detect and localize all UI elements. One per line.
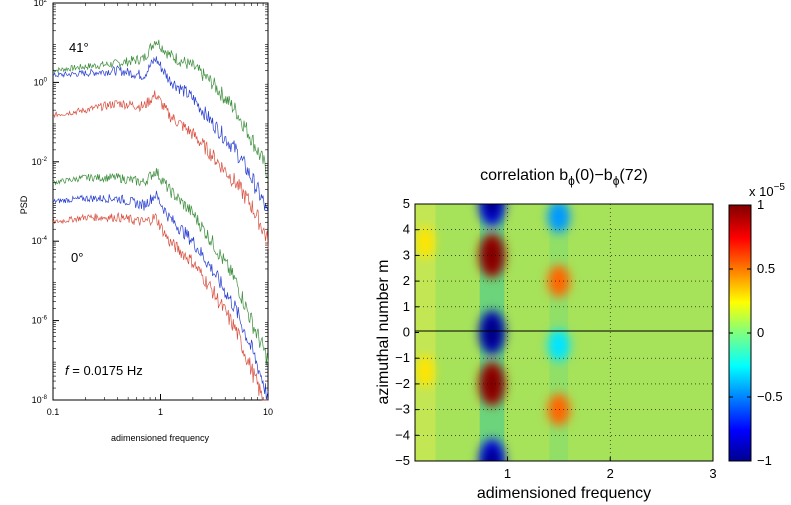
psd-y-tick-base: 10 bbox=[32, 395, 42, 405]
colorbar-tick-label: −0.5 bbox=[757, 389, 783, 404]
psd-y-tick-base: 10 bbox=[34, 77, 44, 87]
heatmap-title-sub-1: ϕ bbox=[613, 174, 620, 188]
heatmap-feature-core bbox=[484, 242, 500, 269]
psd-plot-frame bbox=[52, 2, 269, 401]
heatmap-feature bbox=[416, 226, 435, 259]
heatmap-feature bbox=[547, 329, 570, 362]
colorbar-axes: 1 0.5 0 −0.5 −1 bbox=[729, 197, 783, 468]
psd-x-tick-label: 10 bbox=[263, 407, 273, 417]
psd-y-tick-base: 10 bbox=[32, 316, 42, 326]
psd-y-tick-exp: -6 bbox=[42, 316, 48, 322]
psd-series-line bbox=[52, 39, 269, 181]
psd-series-group bbox=[52, 39, 269, 401]
heatmap-y-tick-label: 4 bbox=[403, 222, 410, 237]
heatmap-title-arg-1: (72) bbox=[619, 167, 647, 184]
psd-y-tick-label: 10-6 bbox=[32, 316, 48, 326]
heatmap-y-tick-label: 0 bbox=[403, 325, 410, 340]
heatmap-xlabel: adimensioned frequency bbox=[477, 485, 651, 502]
frequency-annotation: f = 0.0175 Hz bbox=[65, 363, 143, 378]
colorbar-multiplier: x 10−5 bbox=[749, 182, 785, 199]
psd-y-tick-base: 10 bbox=[32, 157, 42, 167]
psd-y-tick-base: 10 bbox=[34, 0, 44, 8]
heatmap-band bbox=[415, 204, 436, 461]
psd-x-tick-label: 1 bbox=[158, 407, 163, 417]
heatmap-axes: 1 2 3 5 4 3 2 1 0 −1 −2 −3 −4 −5 bbox=[395, 196, 716, 481]
heatmap-title-sub-0: ϕ bbox=[568, 174, 575, 188]
psd-y-tick-exp: -2 bbox=[42, 157, 48, 163]
colorbar-multiplier-base: x 10 bbox=[749, 184, 774, 199]
heatmap-y-tick-label: −1 bbox=[395, 350, 410, 365]
heatmap-y-tick-label: 5 bbox=[403, 196, 410, 211]
heatmap-x-tick-label: 2 bbox=[607, 466, 614, 481]
heatmap-y-tick-label: −5 bbox=[395, 453, 410, 468]
psd-y-tick-base: 10 bbox=[32, 236, 42, 246]
heatmap-feature-core bbox=[484, 447, 500, 461]
heatmap-y-tick-label: 3 bbox=[403, 247, 410, 262]
frequency-value: = 0.0175 Hz bbox=[69, 363, 143, 378]
psd-xlabel: adimensioned frequency bbox=[111, 433, 210, 443]
angle-label-0: 0° bbox=[71, 250, 83, 265]
psd-series-line bbox=[52, 211, 268, 401]
psd-y-tick-label: 102 bbox=[34, 0, 48, 8]
psd-series-line bbox=[52, 56, 269, 213]
heatmap-feature bbox=[547, 265, 570, 298]
heatmap-feature-core bbox=[484, 370, 500, 398]
heatmap-title: correlation bϕ(0)−bϕ(72) bbox=[480, 167, 648, 188]
heatmap-x-tick-label: 1 bbox=[504, 466, 511, 481]
heatmap-feature bbox=[547, 204, 570, 233]
colorbar-tick-label: −1 bbox=[757, 453, 772, 468]
heatmap-title-arg-0: (0)−b bbox=[575, 167, 613, 184]
heatmap-feature-core bbox=[484, 319, 500, 346]
heatmap-x-tick-label: 3 bbox=[709, 466, 716, 481]
psd-ylabel: PSD bbox=[19, 195, 29, 214]
psd-y-tick-exp: 2 bbox=[44, 0, 48, 4]
correlation-plot: correlation bϕ(0)−bϕ(72) 1 2 3543210−1−2−3… bbox=[375, 167, 785, 502]
colorbar-tick-label: 0.5 bbox=[757, 261, 775, 276]
psd-x-tick-label: 0.1 bbox=[47, 407, 60, 417]
heatmap-image bbox=[415, 204, 713, 461]
heatmap-ylabel: azimuthal number m bbox=[375, 260, 392, 405]
heatmap-y-tick-label: −4 bbox=[395, 427, 410, 442]
psd-y-tick-label: 10-8 bbox=[32, 395, 48, 405]
heatmap-y-tick-label: −2 bbox=[395, 376, 410, 391]
heatmap-feature-core bbox=[484, 204, 500, 218]
heatmap-grid bbox=[415, 204, 713, 461]
psd-y-tick-label: 10-2 bbox=[32, 157, 48, 167]
heatmap-y-tick-label: 2 bbox=[403, 273, 410, 288]
colorbar-tick-label: 1 bbox=[757, 197, 764, 212]
heatmap-y-tick-label: 1 bbox=[403, 299, 410, 314]
psd-y-tick-exp: -8 bbox=[42, 395, 48, 401]
psd-series-line bbox=[52, 190, 269, 401]
psd-y-tick-exp: -4 bbox=[42, 236, 48, 242]
psd-y-tick-label: 10-4 bbox=[32, 236, 48, 246]
colorbar-tick-label: 0 bbox=[757, 325, 764, 340]
psd-series-line bbox=[52, 90, 269, 250]
psd-y-tick-label: 100 bbox=[34, 77, 48, 87]
angle-label-41: 41° bbox=[69, 40, 89, 55]
heatmap-blobs bbox=[416, 204, 570, 461]
heatmap-y-tick-label: −3 bbox=[395, 402, 410, 417]
colorbar-multiplier-exp: −5 bbox=[774, 182, 786, 193]
psd-y-tick-exp: 0 bbox=[44, 77, 48, 83]
heatmap-feature bbox=[547, 393, 570, 426]
frequency-symbol: f bbox=[65, 363, 70, 378]
heatmap-feature bbox=[416, 355, 435, 388]
psd-series-line bbox=[52, 167, 269, 366]
heatmap-title-main: correlation b bbox=[480, 167, 568, 184]
